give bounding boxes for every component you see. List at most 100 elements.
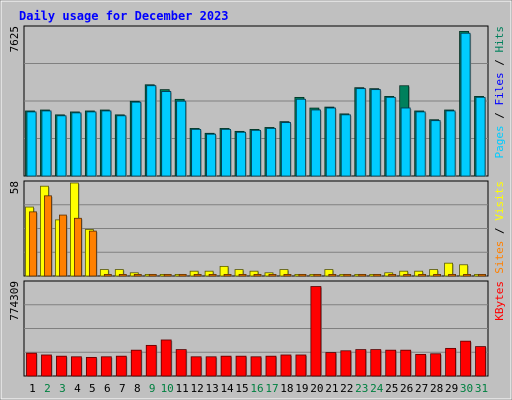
kbytes-bar — [340, 350, 352, 377]
pages-bar — [191, 129, 202, 177]
x-tick-label: 5 — [89, 382, 96, 395]
kbytes-bar — [475, 346, 486, 377]
sites-bar — [193, 273, 202, 277]
legend-entry: Files — [493, 72, 506, 105]
kbytes-bar — [250, 356, 262, 377]
x-tick-label: 23 — [355, 382, 368, 395]
hits-files-pages-panel: 7625 Pages / Files / Hits — [8, 25, 506, 177]
sites-bar — [29, 211, 37, 277]
x-tick-label: 29 — [445, 382, 458, 395]
legend-entry: Sites — [493, 241, 506, 274]
legend-entry: KBytes — [493, 281, 506, 321]
sites-bar — [238, 273, 247, 277]
visits-sites-panel: 58 Sites / Visits — [8, 180, 506, 277]
chart-title: Daily usage for December 2023 — [19, 9, 229, 23]
sites-bar — [373, 273, 382, 277]
pages-bar — [310, 109, 321, 177]
sites-bar — [418, 273, 427, 277]
x-tick-label: 31 — [475, 382, 488, 395]
sites-bar — [268, 273, 277, 277]
kbytes-bar — [205, 356, 217, 377]
x-tick-label: 27 — [415, 382, 428, 395]
x-tick-label: 2 — [44, 382, 51, 395]
x-tick-label: 17 — [265, 382, 278, 395]
x-tick-label: 6 — [104, 382, 111, 395]
sites-bar — [59, 214, 67, 277]
series-legend-label: KBytes — [493, 281, 506, 321]
pages-bar — [340, 114, 351, 177]
pages-bar — [236, 131, 246, 177]
x-tick-label: 10 — [161, 382, 174, 395]
sites-bar — [148, 273, 157, 277]
kbytes-bar — [460, 340, 471, 377]
x-tick-label: 16 — [250, 382, 263, 395]
pages-bar — [400, 107, 411, 177]
pages-bar — [56, 115, 67, 177]
pages-bar — [116, 115, 127, 177]
kbytes-bar — [265, 355, 277, 377]
legend-entry: / — [493, 221, 506, 241]
kbytes-bar — [280, 354, 292, 377]
kbytes-bar — [145, 344, 157, 377]
legend-entry: Visits — [493, 181, 506, 221]
x-tick-label: 7 — [119, 382, 126, 395]
pages-bar — [221, 129, 231, 177]
legend-entry: / — [493, 53, 506, 73]
kbytes-bar — [56, 355, 67, 377]
kbytes-bar — [235, 355, 247, 377]
kbytes-bar — [190, 356, 202, 377]
kbytes-bar — [100, 356, 112, 377]
x-tick-label: 22 — [340, 382, 353, 395]
x-axis-day-labels: 1 2 3 4 5 6 7 8 9 10 11 12 13 14 15 16 17 18 19 20 21 22 23 24 2… — [29, 382, 488, 395]
pages-bar — [101, 110, 112, 177]
pages-bar — [86, 111, 97, 177]
x-tick-label: 28 — [430, 382, 443, 395]
sites-bar — [253, 273, 262, 277]
sites-bar — [298, 273, 307, 277]
pages-bar — [445, 110, 456, 177]
kbytes-bar — [115, 355, 127, 377]
sites-bar — [223, 273, 232, 277]
kbytes-bar — [26, 352, 37, 377]
pages-bar — [415, 111, 426, 177]
x-tick-label: 26 — [400, 382, 413, 395]
pages-bar — [370, 89, 381, 177]
pages-bar — [131, 101, 142, 177]
sites-bar — [448, 273, 456, 277]
sites-bar — [163, 273, 172, 277]
pages-bar — [146, 85, 157, 177]
sites-bar — [433, 273, 442, 277]
pages-bar — [430, 120, 441, 177]
sites-bar — [328, 273, 337, 277]
sites-bar — [178, 273, 187, 277]
legend-entry: Pages — [493, 125, 506, 158]
pages-bar — [26, 111, 37, 177]
sites-bar — [478, 273, 486, 277]
pages-bar — [281, 122, 291, 177]
sites-bar — [118, 273, 127, 277]
pages-bar — [176, 100, 187, 177]
y-axis-max-label: 774309 — [8, 281, 21, 321]
kbytes-bar — [325, 352, 337, 377]
kbytes-bar — [85, 356, 97, 377]
sites-bar — [343, 273, 352, 277]
y-axis-max-label: 58 — [8, 181, 21, 194]
x-tick-label: 3 — [59, 382, 66, 395]
sites-bar — [388, 273, 397, 277]
x-tick-label: 30 — [460, 382, 473, 395]
pages-bar — [206, 133, 217, 177]
sites-bar — [313, 273, 322, 277]
pages-bar — [161, 91, 172, 177]
kbytes-panel: 774309 KBytes — [8, 280, 506, 377]
x-tick-label: 11 — [176, 382, 189, 395]
pages-bar — [41, 110, 52, 177]
sites-bar — [463, 273, 471, 277]
kbytes-bar — [130, 349, 142, 377]
kbytes-bar — [220, 355, 232, 377]
pages-bar — [385, 96, 396, 177]
x-tick-label: 1 — [29, 382, 36, 395]
sites-bar — [208, 273, 217, 277]
kbytes-bar — [400, 349, 412, 377]
